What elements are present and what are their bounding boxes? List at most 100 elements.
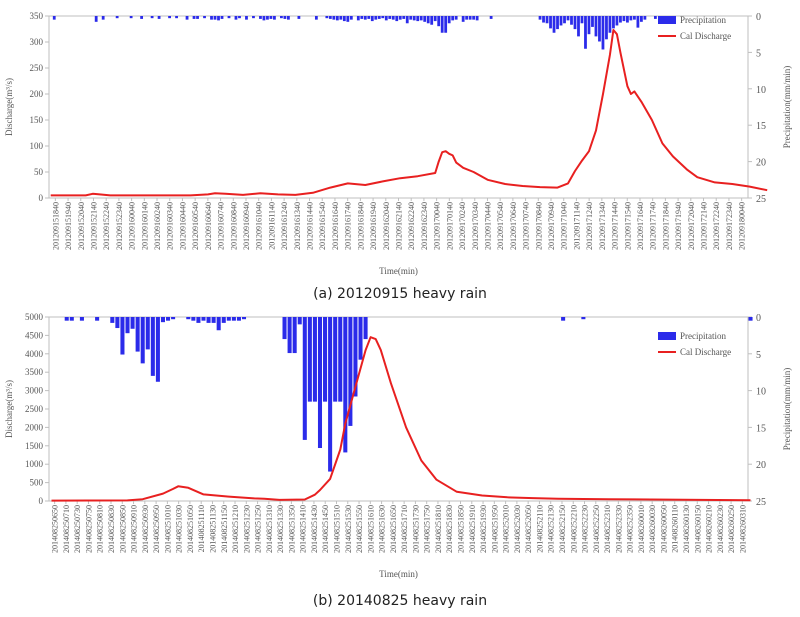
x-tick-label: 201408251330 (276, 505, 285, 553)
precipitation-bar (367, 16, 371, 19)
x-tick-label: 201408250730 (73, 505, 82, 553)
x-tick-label: 201209160940 (242, 202, 251, 250)
x-tick-label: 201209161440 (306, 202, 315, 250)
caption-b: (b) 20140825 heavy rain (312, 593, 488, 609)
precipitation-bar (374, 16, 378, 20)
precipitation-bar (433, 16, 437, 22)
legend-label-discharge: Cal Discharge (680, 31, 731, 41)
precipitation-bar (605, 16, 608, 40)
precipitation-bar (591, 16, 594, 27)
x-tick-label: 201408251010 (163, 505, 172, 553)
precipitation-bar (101, 16, 105, 20)
precipitation-bar (339, 16, 343, 20)
x-tick-label: 201209170440 (483, 202, 492, 250)
precipitation-bar (140, 16, 144, 19)
x-tick-label: 201209161940 (369, 202, 378, 250)
x-tick-label: 201408251730 (411, 505, 420, 553)
y-right-tick-label: 15 (756, 423, 766, 434)
x-tick-label: 201408251510 (332, 505, 341, 553)
precipitation-bar (549, 16, 552, 29)
y-right-axis-title: Precipitation(mm/min) (782, 66, 792, 149)
x-tick-label: 201209170540 (496, 202, 505, 250)
precipitation-bar (475, 16, 479, 21)
x-tick-label: 201408251430 (310, 505, 319, 553)
x-tick-label: 201408260310 (738, 505, 747, 553)
y-left-tick-label: 3000 (25, 386, 44, 396)
x-tick-label: 201209160840 (229, 202, 238, 250)
x-tick-label: 201408250950 (152, 505, 161, 553)
precipitation-bar (312, 317, 317, 402)
x-tick-label: 201408252150 (558, 505, 567, 553)
x-tick-label: 201408251030 (175, 505, 184, 553)
x-tick-label: 201209171040 (560, 202, 569, 250)
precipitation-bar (314, 16, 318, 20)
precipitation-bar (157, 16, 161, 19)
precipitation-bar (323, 317, 328, 402)
precipitation-bar (266, 16, 269, 20)
y-left-tick-label: 150 (30, 115, 44, 125)
x-tick-label: 201408260150 (693, 505, 702, 553)
x-tick-label: 201408252010 (502, 505, 511, 553)
precipitation-bar (342, 16, 346, 22)
precipitation-bar (601, 16, 605, 50)
x-tick-label: 201408260050 (659, 505, 668, 553)
precipitation-bar (287, 16, 290, 20)
x-tick-label: 201408260030 (648, 505, 657, 553)
x-tick-label: 201209162340 (420, 202, 429, 250)
precipitation-bar (653, 16, 657, 19)
precipitation-bar (561, 317, 566, 321)
precipitation-bar (622, 16, 626, 22)
precipitation-bar (356, 16, 360, 21)
precipitation-bar (384, 16, 388, 21)
y-left-tick-label: 5000 (25, 312, 44, 322)
precipitation-bar (307, 317, 312, 402)
x-tick-label: 201408260130 (682, 505, 691, 553)
precipitation-bar (236, 317, 241, 321)
precipitation-bar (196, 16, 199, 19)
precipitation-bar (325, 16, 329, 19)
precipitation-bar (598, 16, 601, 42)
x-tick-label: 201408250710 (62, 505, 71, 553)
discharge-line (51, 336, 751, 502)
precipitation-bar (343, 317, 348, 453)
precipitation-bar (160, 317, 165, 323)
y-left-tick-label: 300 (30, 37, 44, 47)
precipitation-bar (217, 16, 220, 21)
x-tick-label: 201209151940 (64, 202, 73, 250)
y-left-tick-label: 1500 (25, 441, 44, 451)
precipitation-bar (629, 16, 633, 21)
x-tick-label: 201408250930 (141, 505, 150, 553)
y-right-tick-label: 0 (756, 313, 761, 324)
x-tick-label: 201209171440 (611, 202, 620, 250)
y-left-tick-label: 50 (34, 167, 44, 177)
y-left-tick-label: 4500 (25, 330, 44, 340)
precipitation-bar (349, 16, 353, 20)
precipitation-bar (191, 317, 196, 321)
x-tick-label: 201408250850 (118, 505, 127, 553)
precipitation-bar (447, 16, 451, 24)
precipitation-bar (302, 317, 307, 440)
precipitation-bar (556, 16, 559, 30)
precipitation-bar (472, 16, 476, 20)
x-tick-label: 201408260210 (705, 505, 714, 553)
precipitation-bar (213, 16, 217, 20)
x-tick-label: 201408252130 (547, 505, 556, 553)
precipitation-bar (171, 317, 176, 320)
legend-swatch-precipitation (658, 332, 676, 340)
x-tick-label: 201209161240 (280, 202, 289, 250)
precipitation-bar (94, 16, 98, 22)
x-tick-label: 201209172340 (725, 202, 734, 250)
precipitation-bar (211, 317, 216, 323)
precipitation-bar (120, 317, 125, 355)
legend-label-precipitation: Precipitation (680, 331, 726, 341)
precipitation-bar (333, 317, 338, 402)
x-tick-label: 201209152340 (115, 202, 124, 250)
x-tick-label: 201408251650 (389, 505, 398, 553)
y-left-tick-label: 4000 (25, 349, 44, 359)
precipitation-bar (437, 16, 441, 27)
x-tick-label: 201408251710 (400, 505, 409, 553)
precipitation-bar (317, 317, 323, 449)
precipitation-bar (570, 16, 573, 25)
precipitation-bar (282, 317, 287, 340)
x-tick-label: 201408260110 (671, 505, 680, 553)
